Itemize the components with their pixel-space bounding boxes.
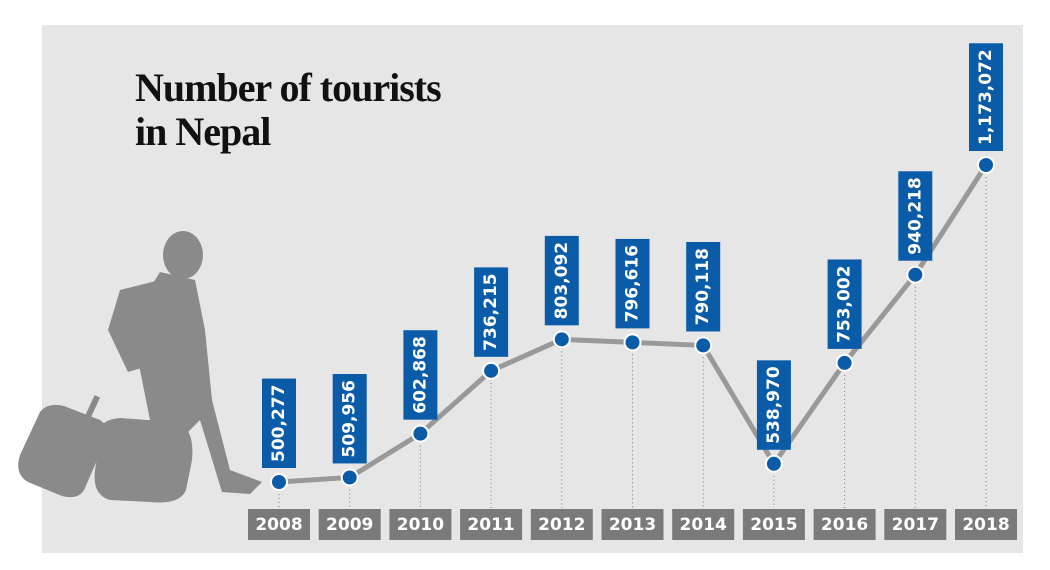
x-tick-box	[742, 509, 805, 540]
value-label: 736,215	[474, 267, 509, 357]
x-tick-box	[955, 509, 1017, 540]
value-label: 753,002	[827, 259, 862, 349]
point	[835, 353, 854, 372]
value-label: 1,173,072	[969, 43, 1003, 151]
x-tick-label: 2013	[609, 515, 656, 535]
point	[340, 468, 359, 487]
point	[270, 473, 288, 491]
value-label: 796,616	[615, 238, 650, 329]
chart-title: Number of tourists in Nepal	[135, 65, 442, 154]
x-tick-box	[248, 509, 310, 540]
value-label-text: 500,277	[269, 385, 289, 462]
value-label-box	[403, 330, 438, 420]
value-label-text: 602,868	[410, 336, 430, 413]
x-tick-label: 2015	[750, 515, 797, 535]
point	[977, 156, 995, 174]
point	[482, 361, 501, 380]
value-label: 803,092	[544, 235, 579, 326]
value-label-box	[332, 374, 367, 464]
value-label-box	[262, 378, 296, 468]
x-tick-box	[884, 509, 947, 540]
value-label-box	[756, 360, 791, 450]
value-label-text: 1,173,072	[976, 49, 996, 145]
value-label-text: 940,218	[905, 177, 925, 254]
traveler-silhouette	[18, 231, 262, 503]
value-label: 500,277	[262, 378, 296, 468]
value-label-text: 538,970	[764, 366, 784, 444]
x-tick-box	[601, 509, 664, 540]
point	[552, 330, 571, 349]
x-tick-label: 2012	[538, 515, 585, 535]
value-label: 538,970	[756, 360, 791, 450]
value-label: 509,956	[332, 374, 367, 464]
value-label: 602,868	[403, 330, 438, 420]
x-tick-label: 2010	[397, 515, 444, 535]
value-label-box	[969, 43, 1003, 151]
point	[694, 336, 713, 355]
x-tick-label: 2011	[467, 515, 514, 535]
value-label-text: 803,092	[552, 242, 572, 319]
value-label-box	[686, 241, 721, 332]
x-tick-label: 2018	[962, 515, 1009, 535]
value-label: 940,218	[898, 171, 933, 261]
x-tick-box	[460, 509, 523, 540]
value-label-text: 736,215	[481, 273, 501, 350]
point	[764, 454, 783, 473]
x-tick-box	[389, 509, 452, 540]
x-tick-label: 2008	[255, 515, 302, 535]
point	[623, 333, 642, 352]
x-tick-label: 2009	[326, 515, 373, 535]
x-tick-label: 2017	[892, 515, 939, 535]
value-label-text: 509,956	[340, 380, 360, 457]
x-tick-box	[672, 509, 735, 540]
value-label-box	[615, 238, 650, 329]
point	[906, 265, 925, 284]
x-tick-label: 2014	[680, 515, 727, 535]
x-tick-box	[530, 509, 593, 540]
value-label-box	[898, 171, 933, 261]
value-label: 790,118	[686, 241, 721, 332]
value-label-text: 796,616	[623, 245, 643, 322]
x-tick-box	[813, 509, 876, 540]
value-label-box	[474, 267, 509, 357]
x-tick-label: 2016	[821, 515, 868, 535]
value-label-text: 753,002	[835, 265, 855, 342]
value-label-text: 790,118	[693, 248, 713, 325]
point	[411, 424, 430, 443]
x-tick-box	[318, 509, 381, 540]
value-label-box	[827, 259, 862, 349]
value-label-box	[544, 235, 579, 326]
